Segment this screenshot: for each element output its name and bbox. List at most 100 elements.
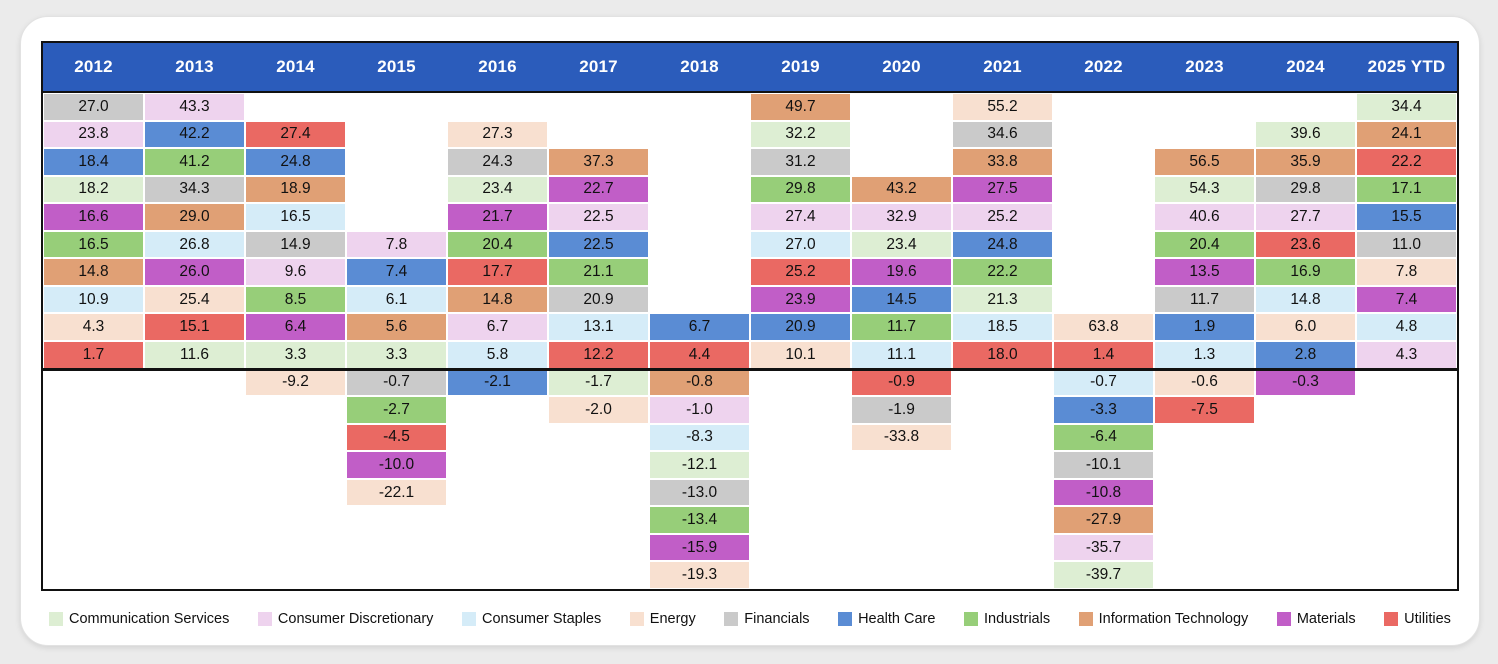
return-cell: 19.6 (851, 258, 952, 286)
legend-label: Consumer Discretionary (277, 611, 434, 627)
return-cell: 27.7 (1255, 203, 1356, 231)
year-header: 2023 (1185, 57, 1224, 76)
return-cell: 14.5 (851, 285, 952, 314)
return-cell: 14.8 (43, 258, 144, 286)
legend-label: Communication Services (69, 611, 230, 627)
return-cell: 29.0 (144, 203, 245, 231)
sector-legend: Communication Services Consumer Discretio… (49, 605, 1451, 633)
return-cell: 14.9 (245, 230, 346, 259)
return-cell: 1.4 (1053, 340, 1154, 369)
return-cell: 26.8 (144, 230, 245, 259)
return-cell: 6.7 (447, 313, 548, 341)
legend-swatch-icon (257, 612, 272, 626)
return-cell: 3.3 (346, 340, 447, 369)
return-cell: 16.9 (1255, 258, 1356, 286)
chart-card: 2012 2013 2014 2015 2016 2017 2018 2019 2020 2021… (20, 16, 1480, 646)
return-cell: -1.0 (649, 396, 750, 424)
return-cell: 27.4 (245, 120, 346, 149)
return-cell: 5.8 (447, 340, 548, 369)
return-cell: 7.4 (346, 258, 447, 286)
return-cell: 40.6 (1154, 203, 1255, 231)
return-cell: 32.9 (851, 203, 952, 231)
return-cell: 24.3 (447, 148, 548, 176)
legend-label: Energy (649, 611, 696, 627)
legend-swatch-icon (49, 612, 63, 626)
return-cell: 9.6 (245, 258, 346, 286)
return-cell: 27.4 (750, 203, 851, 231)
return-cell: 18.9 (245, 175, 346, 204)
returns-grid: 27.0 23.8 18.4 18.2 16.6 16.5 14.8 10.9 4.3 1.7 43… (43, 93, 1457, 589)
legend-label: Consumer Staples (481, 611, 602, 627)
return-cell: -35.7 (1053, 533, 1154, 562)
return-cell: 15.1 (144, 313, 245, 341)
return-cell: 26.0 (144, 258, 245, 286)
return-cell: 11.7 (1154, 285, 1255, 314)
return-cell: 54.3 (1154, 175, 1255, 204)
return-cell: 18.5 (952, 313, 1053, 341)
return-cell: -6.4 (1053, 423, 1154, 452)
return-cell: 4.3 (1356, 340, 1457, 369)
return-cell: 43.3 (144, 93, 245, 121)
return-cell: 33.8 (952, 148, 1053, 176)
return-cell: 23.9 (750, 285, 851, 314)
return-cell: 1.3 (1154, 340, 1255, 369)
return-cell: 29.8 (750, 175, 851, 204)
return-cell: 6.0 (1255, 313, 1356, 341)
return-cell: -4.5 (346, 423, 447, 452)
return-cell: -8.3 (649, 423, 750, 452)
return-cell: -0.7 (346, 368, 447, 397)
return-cell: 8.5 (245, 285, 346, 314)
return-cell: 21.7 (447, 203, 548, 231)
return-cell: 56.5 (1154, 148, 1255, 176)
legend-item: Health Care (838, 611, 935, 627)
year-header: 2013 (175, 57, 214, 76)
return-cell: 27.0 (750, 230, 851, 259)
return-cell: 16.5 (245, 203, 346, 231)
year-header: 2019 (781, 57, 820, 76)
return-cell: 6.4 (245, 313, 346, 341)
return-cell: 34.6 (952, 120, 1053, 149)
year-header: 2025 YTD (1367, 57, 1446, 76)
return-cell: 21.1 (548, 258, 649, 286)
return-cell: 21.3 (952, 285, 1053, 314)
year-header-row: 2012 2013 2014 2015 2016 2017 2018 2019 2020 2021… (43, 43, 1457, 93)
sector-returns-quilt-table: 2012 2013 2014 2015 2016 2017 2018 2019 2020 2021… (41, 41, 1459, 591)
return-cell: 15.5 (1356, 203, 1457, 231)
return-cell: 13.1 (548, 313, 649, 341)
return-cell: 16.5 (43, 230, 144, 259)
return-cell: 1.7 (43, 340, 144, 369)
return-cell: 18.0 (952, 340, 1053, 369)
return-cell: -22.1 (346, 478, 447, 507)
year-header: 2024 (1286, 57, 1325, 76)
return-cell: 25.2 (952, 203, 1053, 231)
return-cell: 25.4 (144, 285, 245, 314)
return-cell: 4.8 (1356, 313, 1457, 341)
return-cell: -0.7 (1053, 368, 1154, 397)
legend-item: Consumer Discretionary (257, 611, 434, 627)
return-cell: 34.4 (1356, 93, 1457, 121)
legend-item: Communication Services (49, 611, 229, 627)
return-cell: 24.8 (245, 148, 346, 176)
year-header: 2017 (579, 57, 618, 76)
return-cell: 34.3 (144, 175, 245, 204)
return-cell: 63.8 (1053, 313, 1154, 341)
return-cell: -39.7 (1053, 561, 1154, 589)
return-cell: -2.7 (346, 396, 447, 424)
return-cell: 39.6 (1255, 120, 1356, 149)
return-cell: 43.2 (851, 175, 952, 204)
return-cell: -7.5 (1154, 396, 1255, 424)
year-header: 2020 (882, 57, 921, 76)
return-cell: 23.6 (1255, 230, 1356, 259)
return-cell: -13.4 (649, 506, 750, 534)
legend-item: Utilities (1384, 611, 1451, 627)
return-cell: -10.1 (1053, 451, 1154, 479)
legend-swatch-icon (963, 612, 978, 626)
return-cell: 20.9 (750, 313, 851, 341)
return-cell: 20.9 (548, 285, 649, 314)
return-cell: 20.4 (447, 230, 548, 259)
return-cell: 24.8 (952, 230, 1053, 259)
return-cell: -10.8 (1053, 478, 1154, 507)
return-cell: 6.7 (649, 313, 750, 341)
return-cell: -9.2 (245, 368, 346, 397)
return-cell: 11.7 (851, 313, 952, 341)
